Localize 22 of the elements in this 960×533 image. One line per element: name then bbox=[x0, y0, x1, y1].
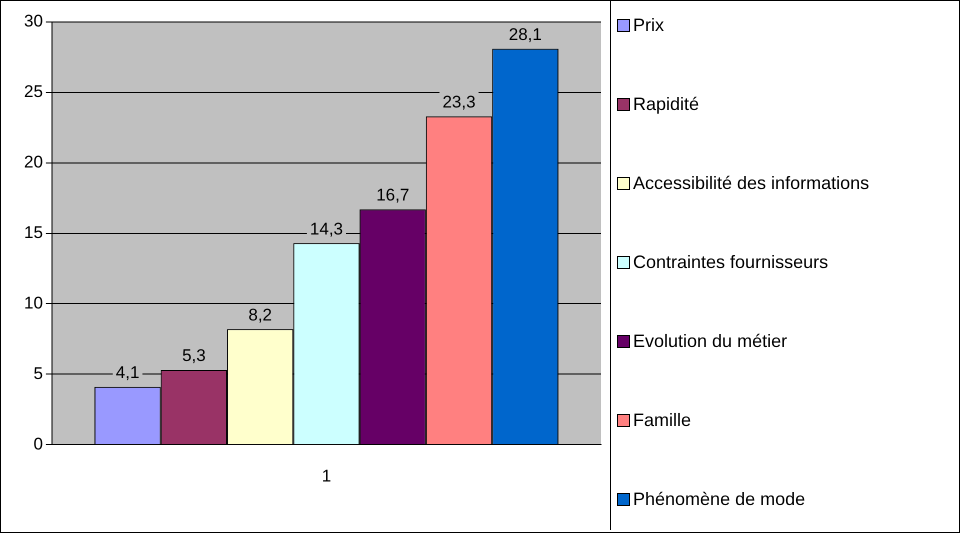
y-tick-label: 15 bbox=[24, 222, 43, 242]
y-tick-label: 20 bbox=[24, 152, 43, 172]
y-tick-label: 0 bbox=[33, 434, 43, 454]
x-tick-label: 1 bbox=[322, 466, 332, 486]
data-label: 4,1 bbox=[116, 363, 140, 382]
y-tick-label: 5 bbox=[33, 364, 43, 383]
data-label: 14,3 bbox=[310, 219, 343, 238]
legend-label: Phénomène de mode bbox=[633, 489, 806, 510]
data-label: 28,1 bbox=[508, 24, 542, 44]
y-tick-label: 25 bbox=[24, 82, 43, 102]
legend-label: Evolution du métier bbox=[633, 331, 788, 352]
legend-label: Famille bbox=[633, 410, 692, 431]
data-label: 23,3 bbox=[442, 92, 476, 112]
y-tick-label: 10 bbox=[24, 293, 43, 312]
data-label: 16,7 bbox=[376, 186, 410, 205]
legend-label: Accessibilité des informations bbox=[633, 173, 870, 194]
legend-label: Contraintes fournisseurs bbox=[633, 252, 828, 273]
data-label: 5,3 bbox=[182, 346, 206, 366]
data-label: 8,2 bbox=[248, 305, 272, 324]
legend-label: Rapidité bbox=[633, 94, 700, 115]
y-tick-label: 30 bbox=[24, 12, 43, 31]
legend-label: Prix bbox=[633, 15, 664, 36]
